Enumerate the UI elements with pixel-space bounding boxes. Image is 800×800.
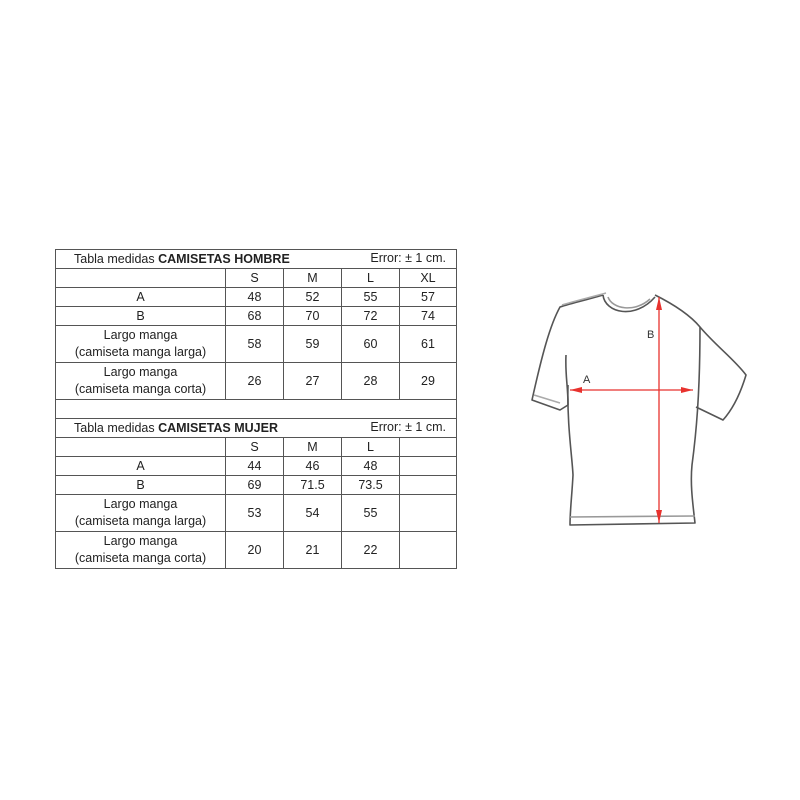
- row-label-line1: A: [136, 458, 145, 473]
- table-cell: 22: [341, 531, 400, 569]
- error-note: Error: ± 1 cm.: [370, 420, 446, 434]
- title-bold: CAMISETAS MUJER: [158, 420, 278, 435]
- row-label-line2: (camiseta manga corta): [74, 382, 207, 396]
- table-title: Tabla medidas CAMISETAS HOMBRE Error: ± 1…: [55, 249, 457, 269]
- size-header: L: [341, 268, 400, 288]
- row-label-line1: Largo manga: [103, 534, 178, 548]
- table-cell: 61: [399, 325, 457, 363]
- table-row: B 68 70 72 74: [55, 306, 457, 326]
- table-title-row: Tabla medidas CAMISETAS MUJER Error: ± 1 …: [55, 418, 457, 438]
- row-label-line1: Largo manga: [103, 497, 178, 511]
- size-header: M: [283, 268, 342, 288]
- row-label-line2: (camiseta manga larga): [74, 345, 207, 359]
- table-cell: 69: [225, 475, 284, 495]
- table-cell: [399, 494, 457, 532]
- spacer-row: [55, 399, 457, 419]
- size-header: XL: [399, 268, 457, 288]
- measurement-arrows: A B: [570, 297, 693, 523]
- table-cell: [399, 475, 457, 495]
- tshirt-diagram: A B: [531, 292, 747, 526]
- table-cell: 72: [341, 306, 400, 326]
- table-row: B 69 71.5 73.5: [55, 475, 457, 495]
- table-cell: 48: [341, 456, 400, 476]
- table-cell: 60: [341, 325, 400, 363]
- table-cell: 21: [283, 531, 342, 569]
- row-label-line1: B: [136, 308, 145, 323]
- table-cell: 73.5: [341, 475, 400, 495]
- table-cell: 53: [225, 494, 284, 532]
- table-cell: 70: [283, 306, 342, 326]
- table-cell: 29: [399, 362, 457, 400]
- table-cell: 44: [225, 456, 284, 476]
- table-row: Largo manga (camiseta manga corta) 20 21 22: [55, 531, 457, 569]
- table-cell: 48: [225, 287, 284, 307]
- table-title-row: Tabla medidas CAMISETAS HOMBRE Error: ± 1…: [55, 249, 457, 269]
- table-cell: 20: [225, 531, 284, 569]
- size-header: S: [225, 268, 284, 288]
- header-blank: [55, 268, 226, 288]
- title-bold: CAMISETAS HOMBRE: [158, 251, 290, 266]
- row-label-line1: A: [136, 289, 145, 304]
- row-label-line2: (camiseta manga corta): [74, 551, 207, 565]
- table-cell: 74: [399, 306, 457, 326]
- table-cell: [399, 531, 457, 569]
- table-row: A 44 46 48: [55, 456, 457, 476]
- table-row: Largo manga (camiseta manga larga) 53 54 55: [55, 494, 457, 532]
- table-cell: 26: [225, 362, 284, 400]
- table-cell: 27: [283, 362, 342, 400]
- table-cell: 55: [341, 494, 400, 532]
- row-label: A: [55, 456, 226, 476]
- spacer-cell: [55, 399, 457, 419]
- table-cell: 55: [341, 287, 400, 307]
- table-cell: 59: [283, 325, 342, 363]
- size-header-row: S M L XL: [55, 268, 457, 288]
- row-label: B: [55, 475, 226, 495]
- row-label-line2: (camiseta manga larga): [74, 514, 207, 528]
- title-prefix: Tabla medidas: [74, 420, 159, 435]
- table-cell: 58: [225, 325, 284, 363]
- size-header: L: [341, 437, 400, 457]
- table-row: A 48 52 55 57: [55, 287, 457, 307]
- row-label-line1: B: [136, 477, 145, 492]
- table-cell: 57: [399, 287, 457, 307]
- table-cell: 54: [283, 494, 342, 532]
- size-header: [399, 437, 457, 457]
- table-cell: 52: [283, 287, 342, 307]
- size-header: M: [283, 437, 342, 457]
- table-cell: 46: [283, 456, 342, 476]
- size-chart-table: Tabla medidas CAMISETAS HOMBRE Error: ± 1…: [55, 249, 457, 569]
- row-label: A: [55, 287, 226, 307]
- row-label-line1: Largo manga: [103, 328, 178, 342]
- row-label: B: [55, 306, 226, 326]
- row-label: Largo manga (camiseta manga larga): [55, 494, 226, 532]
- table-row: Largo manga (camiseta manga corta) 26 27 28 2…: [55, 362, 457, 400]
- table-row: Largo manga (camiseta manga larga) 58 59 60 6…: [55, 325, 457, 363]
- error-note: Error: ± 1 cm.: [370, 251, 446, 265]
- size-header: S: [225, 437, 284, 457]
- title-prefix: Tabla medidas: [74, 251, 159, 266]
- table-cell: 68: [225, 306, 284, 326]
- header-blank: [55, 437, 226, 457]
- table-cell: 71.5: [283, 475, 342, 495]
- table-cell: 28: [341, 362, 400, 400]
- label-b: B: [647, 329, 654, 341]
- table-title: Tabla medidas CAMISETAS MUJER Error: ± 1 …: [55, 418, 457, 438]
- row-label: Largo manga (camiseta manga corta): [55, 531, 226, 569]
- row-label: Largo manga (camiseta manga larga): [55, 325, 226, 363]
- label-a: A: [583, 374, 591, 386]
- row-label: Largo manga (camiseta manga corta): [55, 362, 226, 400]
- table-cell: [399, 456, 457, 476]
- row-label-line1: Largo manga: [103, 365, 178, 379]
